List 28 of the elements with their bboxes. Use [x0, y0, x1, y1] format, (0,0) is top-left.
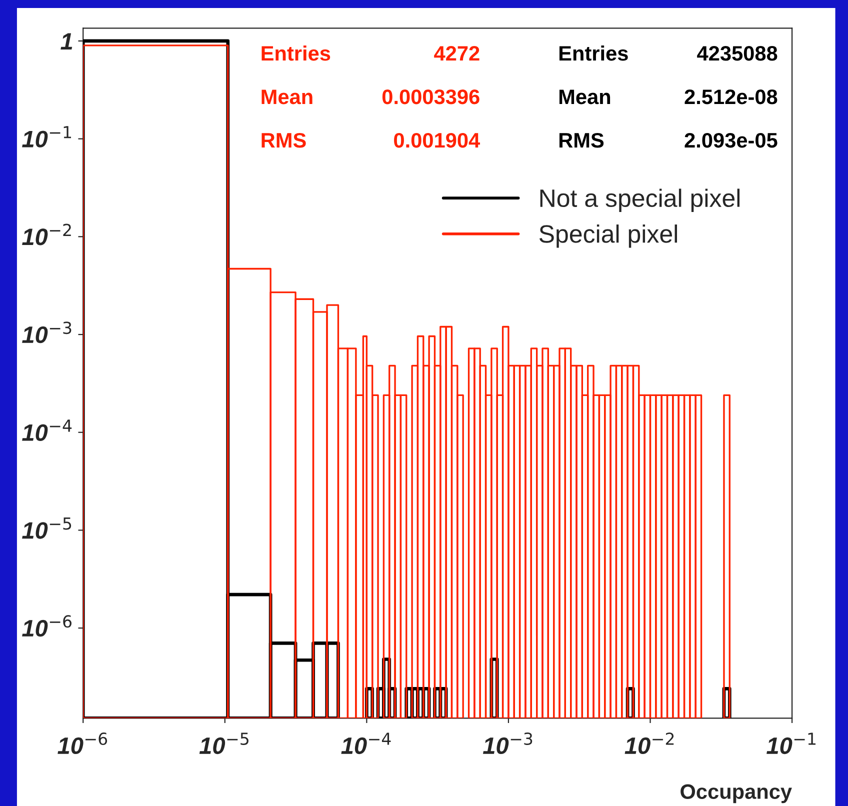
- x-axis-title: Occupancy: [680, 784, 792, 804]
- annotation: 2.093e-05: [684, 132, 778, 148]
- y-tick-label: 10$^{−4}$: [22, 420, 72, 441]
- annotation: 0.001904: [394, 132, 480, 148]
- legend-label: Not a special pixel: [540, 188, 740, 212]
- x-tick-label: 10$^{−4}$: [341, 732, 391, 754]
- x-tick-label: 10$^{−2}$: [624, 732, 674, 754]
- annotation: Mean: [559, 90, 610, 104]
- annotation: Entries: [559, 45, 628, 61]
- annotation: RMS: [262, 132, 306, 148]
- y-tick-label: 10$^{−1}$: [22, 126, 71, 148]
- annotation: 4272: [434, 46, 480, 61]
- x-tick-label: 10$^{−1}$: [766, 732, 816, 754]
- y-tick-label: 10$^{−3}$: [22, 322, 72, 344]
- x-tick-label: 10$^{−3}$: [482, 732, 532, 754]
- x-tick-label: 10$^{−6}$: [58, 732, 108, 754]
- annotation: 2.512e-08: [684, 89, 778, 104]
- x-tick-label: 10$^{−5}$: [199, 732, 248, 754]
- annotation: RMS: [559, 132, 604, 148]
- annotation: 4235088: [697, 46, 778, 61]
- annotation: Entries: [262, 45, 330, 61]
- y-tick-label: 1: [60, 33, 72, 50]
- legend-label: Special pixel: [539, 224, 677, 248]
- y-tick-label: 10$^{−5}$: [22, 518, 72, 539]
- y-tick-label: 10$^{−2}$: [22, 224, 71, 246]
- annotation: 0.0003396: [382, 89, 480, 104]
- annotation: Mean: [262, 90, 312, 104]
- y-tick-label: 10$^{−6}$: [22, 615, 72, 637]
